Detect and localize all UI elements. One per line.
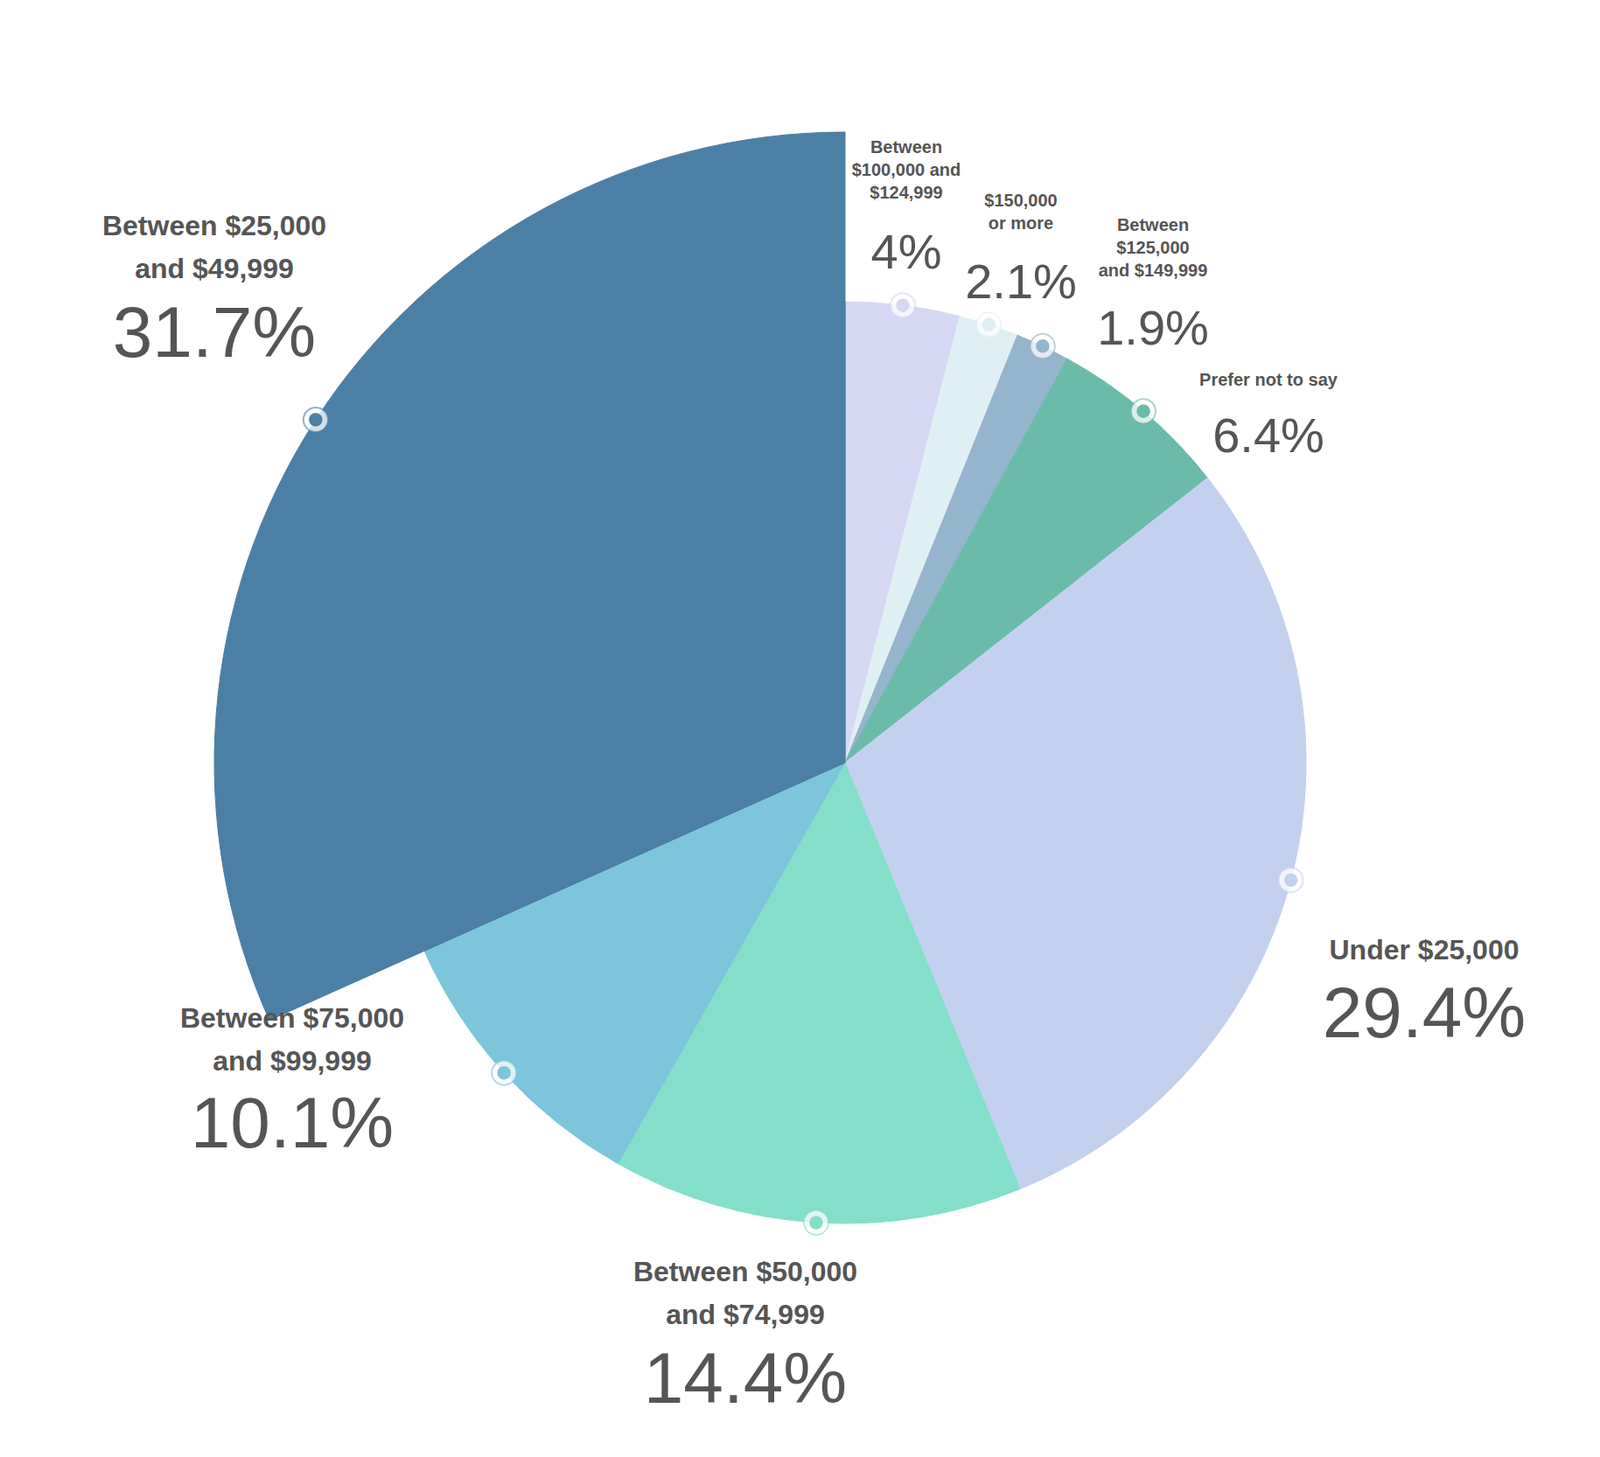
svg-text:$124,999: $124,999: [869, 182, 943, 203]
svg-text:and $74,999: and $74,999: [665, 1299, 825, 1331]
svg-text:4%: 4%: [871, 223, 943, 280]
svg-text:and $99,999: and $99,999: [212, 1045, 371, 1077]
svg-text:$150,000: $150,000: [984, 190, 1057, 210]
svg-text:and $49,999: and $49,999: [134, 252, 294, 285]
svg-text:14.4%: 14.4%: [643, 1338, 848, 1419]
svg-text:$125,000: $125,000: [1116, 237, 1189, 258]
svg-text:and $149,999: and $149,999: [1098, 260, 1209, 280]
svg-text:Between $75,000: Between $75,000: [180, 1002, 405, 1035]
svg-text:Under $25,000: Under $25,000: [1328, 934, 1519, 966]
svg-text:29.4%: 29.4%: [1322, 972, 1527, 1053]
svg-text:2.1%: 2.1%: [964, 253, 1077, 309]
svg-text:Between: Between: [870, 137, 943, 157]
svg-text:Between: Between: [1117, 215, 1189, 235]
svg-text:31.7%: 31.7%: [112, 292, 317, 372]
svg-text:10.1%: 10.1%: [190, 1082, 395, 1163]
svg-text:Between $50,000: Between $50,000: [633, 1256, 858, 1288]
svg-text:or more: or more: [988, 213, 1054, 233]
svg-text:6.4%: 6.4%: [1212, 407, 1325, 463]
svg-text:Between $25,000: Between $25,000: [102, 209, 327, 242]
svg-text:1.9%: 1.9%: [1096, 300, 1209, 356]
svg-text:$100,000 and: $100,000 and: [852, 160, 962, 180]
svg-text:Prefer not to say: Prefer not to say: [1199, 370, 1339, 390]
